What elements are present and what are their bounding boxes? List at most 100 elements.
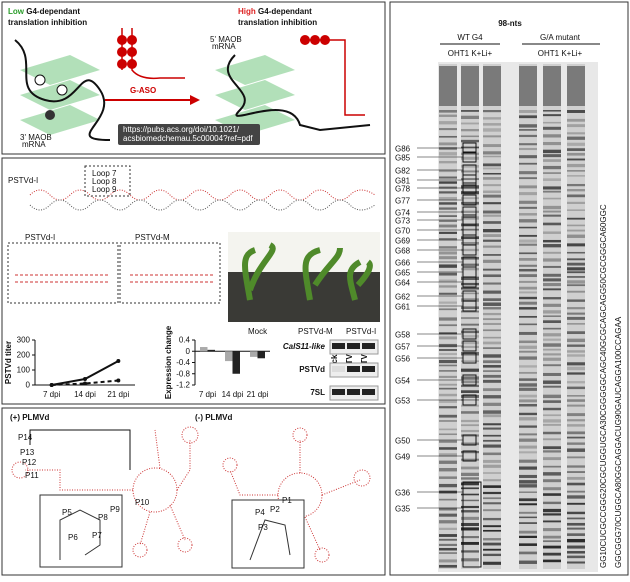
band [461,185,479,189]
band [543,154,561,158]
y-tick-label: 0 [26,381,31,390]
band [483,117,501,120]
band [567,331,585,335]
band [483,354,501,358]
band [567,110,585,113]
g-label: G50 [395,437,411,446]
gel-title: 98-nts [498,19,522,28]
band [543,222,561,226]
band [439,110,457,113]
stem-label: P9 [110,505,120,514]
band [543,545,561,549]
band [543,134,561,138]
x-tick-label: 21 dpi [107,390,129,399]
g-label: G54 [395,377,411,386]
plants [242,242,373,301]
band [567,442,585,445]
well [543,66,561,106]
band [543,338,561,341]
band [439,152,457,156]
band [461,522,479,527]
band [461,268,479,271]
band [461,165,479,168]
band [439,231,457,234]
band [567,350,585,353]
band [483,177,501,180]
g4-right [215,35,371,135]
x-tick-label: 21 dpi [247,390,269,399]
box-right [119,242,221,304]
panel-a-frame [1,1,386,155]
band [483,472,501,474]
band [543,457,561,461]
band [567,413,585,417]
band [461,499,479,502]
band [483,427,501,430]
band [519,291,537,294]
band [567,372,585,375]
band [439,547,457,551]
band [567,148,585,151]
band [519,350,537,353]
band [543,552,561,556]
band [567,280,585,284]
tooltip-line2: acsbiomedchemau.5c00004?ref=pdf [123,134,253,143]
high-title: High G4-dependant [238,7,312,16]
band [519,399,537,403]
stem-label: P7 [92,531,102,540]
band [439,128,457,131]
band [567,386,585,390]
band [483,194,501,198]
g-label: G78 [395,185,411,194]
band [483,502,501,505]
lane [567,64,585,569]
band [439,251,457,255]
stem-label: P12 [22,458,37,467]
band [439,513,457,517]
band [461,110,479,112]
band [519,213,537,216]
band [567,175,585,177]
low-word: Low [8,7,25,16]
band [461,197,479,200]
band [439,135,457,138]
band [519,200,537,204]
stem-label: P8 [98,513,108,522]
band [461,228,479,231]
band [519,296,537,300]
band [461,477,479,480]
panel-c-frame [1,407,386,576]
band [567,124,585,128]
band [483,155,501,158]
band [519,155,537,159]
box-left-label: PSTVd-I [25,233,55,242]
band [519,484,537,488]
band [567,189,585,192]
band [519,323,537,326]
band [461,411,479,414]
point [116,378,121,383]
well [439,66,457,106]
band [461,216,479,220]
band [483,123,501,126]
band [543,493,561,496]
band [543,364,561,367]
band [439,507,457,511]
high-line2: translation inhibition [238,18,317,27]
band [567,436,585,439]
band [519,147,537,151]
inset-right [231,499,305,569]
band [439,142,457,146]
band [567,312,585,315]
band [519,480,537,484]
band [543,190,561,193]
band [567,482,585,486]
band [567,262,585,266]
band [461,345,479,348]
band [543,165,561,170]
loop-box [84,165,131,197]
band [543,172,561,174]
bar [225,351,233,362]
band [519,551,537,555]
